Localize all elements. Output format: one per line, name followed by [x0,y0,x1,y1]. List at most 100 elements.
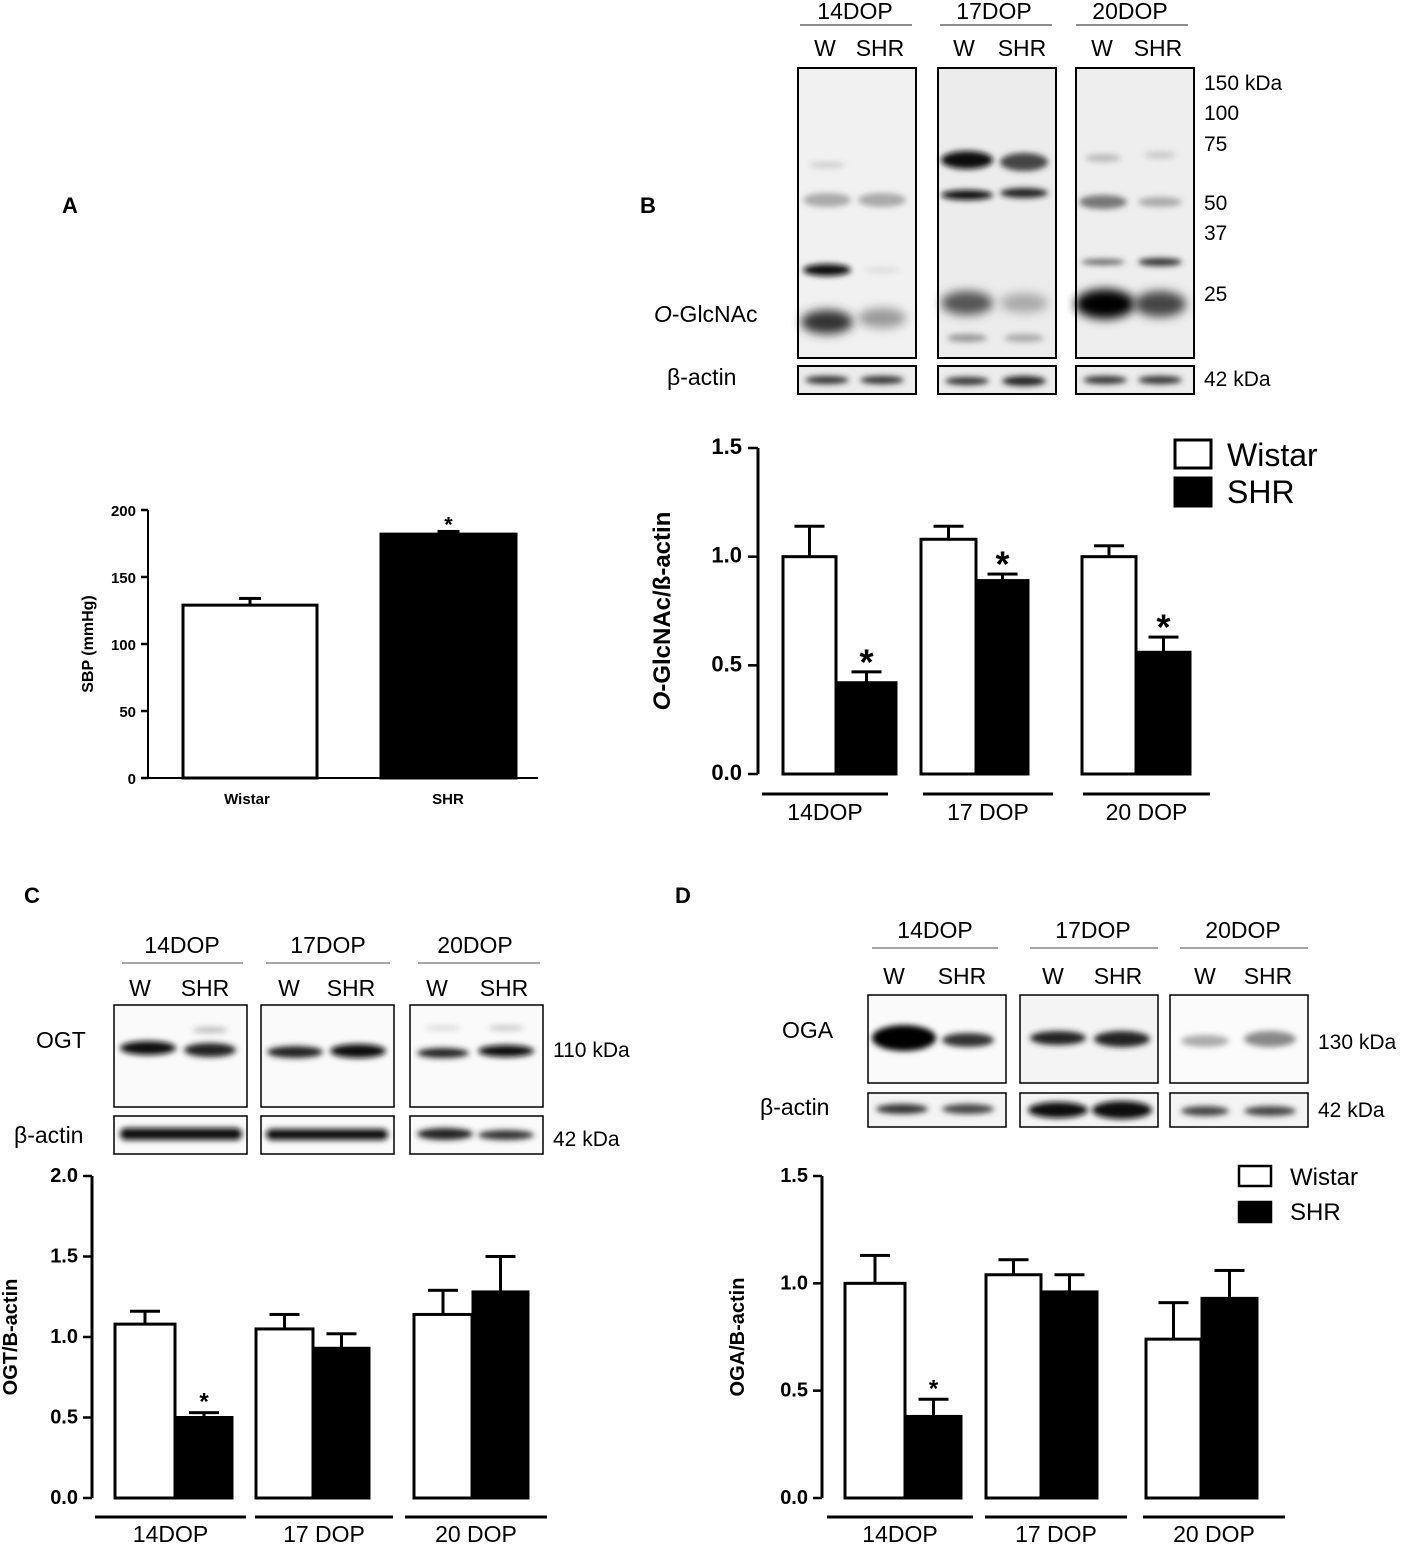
panel-letter-c: C [24,883,40,908]
blot-b-group-label: 20DOP [1092,0,1167,24]
chart-d-y-axis-label: OGA/B-actin [727,1278,749,1397]
chart-a: 0 50 100 150 200 * Wistar SHR SBP (mmHg) [80,503,538,808]
chart-a-y-axis-label: SBP (mmHg) [80,595,97,693]
bar-shr [174,1416,234,1500]
blot-d-main-kda: 130 kDa [1318,1031,1397,1054]
chart-b: 0.0 0.5 1.0 1.5 * * * 14DOP 17 DOP 20 DOP O-Glc… [649,434,1318,825]
y-tick-label: 0.5 [711,651,742,676]
significance-marker: * [1156,607,1170,648]
blot-d-lane-label: W [1042,963,1064,989]
chart-b-legend-label: SHR [1227,474,1295,510]
blot-c: 14DOP 17DOP 20DOP W SHR W SHR W SHR OGT … [14,932,630,1155]
blot-c-group-label: 20DOP [437,932,512,958]
y-tick-label: 1.5 [50,1246,78,1268]
chart-b-legend-swatch-wistar [1173,438,1213,470]
blot-b-group-label: 14DOP [817,0,892,24]
chart-a-category-label: SHR [432,791,464,808]
blot-c-lane-label: W [426,975,448,1001]
bar-shr [471,1290,530,1500]
y-tick-label: 2.0 [50,1165,78,1187]
blot-b-lane-label: W [814,35,836,61]
chart-b-y-axis-label: O-GlcNAc/ß-actin [649,512,676,711]
blot-b-lane-label: SHR [1134,35,1183,61]
significance-marker: * [444,511,453,536]
blot-d-actin-label: β-actin [760,1094,829,1120]
blot-c-actin-bands [120,1128,534,1140]
bar-wistar [412,1312,474,1500]
blot-c-main-kda: 110 kDa [553,1039,630,1062]
blot-d-actin-bands [876,1101,1296,1119]
y-tick-label: 0 [128,771,136,788]
y-tick-label: 100 [111,637,136,654]
blot-d-group-label: 14DOP [897,917,972,943]
blot-b-actin-bands [805,376,1182,386]
bar-wistar [1080,555,1138,776]
chart-b-legend-label: Wistar [1227,437,1318,473]
chart-d-legend: Wistar SHR [1237,1164,1358,1226]
y-tick-label: 1.0 [780,1272,808,1294]
bar-shr [312,1346,371,1500]
blot-c-lane-label: W [129,975,151,1001]
category-label: 14DOP [862,1521,937,1545]
blot-c-lane-label: SHR [181,975,230,1001]
blot-d-row-label-main: OGA [782,1017,834,1043]
y-tick-label: 1.5 [780,1165,808,1187]
category-label: 17 DOP [947,799,1029,825]
bar-shr [904,1414,963,1500]
bar-wistar [843,1281,907,1500]
bar-wistar [1144,1337,1203,1500]
category-label: 14DOP [787,799,862,825]
blot-d: 14DOP 17DOP 20DOP W SHR W SHR W SHR OGA … [760,917,1397,1128]
blot-b-row-label-italic: O [654,301,672,327]
blot-d-lane-label: SHR [1094,963,1143,989]
significance-marker: * [929,1375,939,1402]
y-tick-label: 1.0 [711,543,742,568]
blot-b-actin-label: β-actin [667,364,736,390]
significance-marker: * [859,641,873,682]
blot-d-lane-label: W [883,963,905,989]
category-label: 17 DOP [283,1521,365,1545]
category-label: 20 DOP [435,1521,517,1545]
y-tick-label: 0.0 [780,1487,808,1509]
y-tick-label: 0.0 [50,1487,78,1509]
category-label: 14DOP [133,1521,208,1545]
blot-d-lane-label: SHR [938,963,987,989]
bar-wistar [984,1273,1043,1500]
significance-marker: * [995,544,1009,585]
blot-c-lane-label: W [278,975,300,1001]
blot-b-marker: 37 [1204,222,1227,245]
y-tick-label: 0.5 [50,1407,78,1429]
blot-b-row-label-main: O-GlcNAc [654,301,758,327]
bar-shr [379,532,518,780]
blot-b-marker: 25 [1204,283,1227,306]
blot-c-group-label: 14DOP [144,932,219,958]
blot-c-lane-label: SHR [327,975,376,1001]
bar-wistar [781,555,838,776]
panel-letter-d: D [675,883,691,908]
chart-b-y-label-italic: O [649,691,676,710]
blot-d-group-label: 17DOP [1055,917,1130,943]
chart-a-category-label: Wistar [224,791,270,808]
blot-c-membrane-14dop [113,1004,248,1108]
blot-b-membrane-14dop [797,67,917,359]
blot-b-membrane-17dop [937,67,1057,359]
blot-c-group-label: 17DOP [290,932,365,958]
chart-d-legend-swatch-wistar [1237,1164,1273,1188]
blot-b-lane-label: W [953,35,975,61]
blot-c-bands [120,1025,534,1058]
chart-b-y-label-rest: -GlcNAc/ß-actin [649,512,676,692]
blot-b-group-label: 17DOP [956,0,1031,24]
category-label: 20 DOP [1173,1521,1255,1545]
blot-b-row-label-rest: -GlcNAc [672,301,758,327]
chart-c-y-axis-label: OGT/B-actin [0,1279,22,1396]
blot-d-lane-label: SHR [1244,963,1293,989]
bar-wistar [113,1322,177,1500]
category-label: 20 DOP [1106,799,1188,825]
significance-marker: * [199,1389,209,1416]
chart-c: 0.0 0.5 1.0 1.5 2.0 * 14DOP 17 DOP 20 DOP OGT/… [0,1165,547,1545]
blot-b-marker: 50 [1204,192,1227,215]
blot-b-actin-kda: 42 kDa [1204,368,1271,391]
blot-c-lane-label: SHR [480,975,529,1001]
blot-b-marker: 75 [1204,133,1227,156]
